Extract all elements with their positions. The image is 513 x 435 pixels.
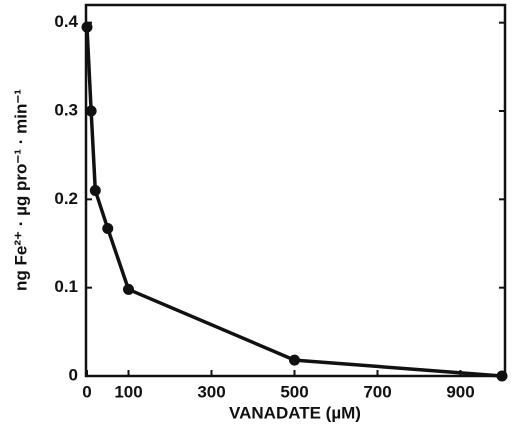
y-tick-label: 0.4 — [54, 12, 78, 31]
y-tick-label: 0.2 — [54, 189, 78, 208]
x-tick-label: 700 — [363, 382, 391, 401]
plot-frame — [84, 3, 507, 378]
y-tick-label: 0 — [69, 365, 78, 384]
y-tick-label: 0.3 — [54, 100, 78, 119]
y-tick-label: 0.1 — [54, 277, 78, 296]
data-point — [85, 105, 97, 117]
x-tick-label: 100 — [114, 382, 142, 401]
x-tick-label: 500 — [280, 382, 308, 401]
data-point — [496, 370, 508, 382]
x-tick-label: 300 — [197, 382, 225, 401]
data-point — [89, 185, 101, 196]
x-axis-label: VANADATE (µM) — [229, 403, 361, 422]
x-tick-label: 0 — [82, 382, 91, 401]
data-point — [102, 222, 114, 234]
x-tick-label: 900 — [446, 382, 474, 401]
data-point — [289, 354, 300, 366]
y-axis-label: ng Fe²⁺ · µg pro⁻¹ · min⁻¹ — [11, 89, 30, 291]
series-line — [85, 26, 503, 378]
data-point — [81, 21, 93, 33]
data-point — [123, 283, 134, 295]
